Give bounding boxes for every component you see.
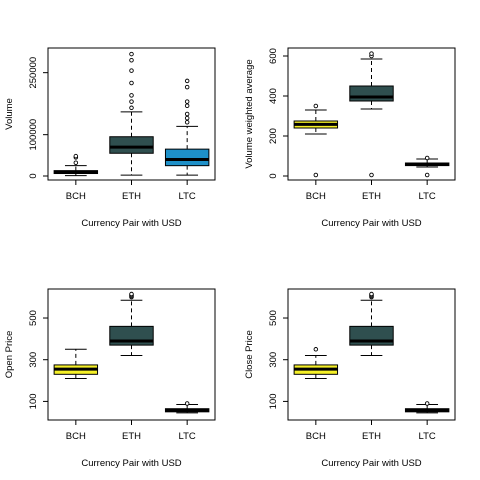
- box-ltc: [164, 78, 210, 176]
- outlier-point: [129, 58, 134, 63]
- outlier-point: [313, 347, 319, 352]
- outlier-point: [184, 120, 190, 125]
- y-tick-label: 500: [268, 310, 279, 326]
- chart-panel: 0 100000 250000 BCH ETH LTC Currency Pair with…: [4, 47, 216, 229]
- outlier-point: [424, 155, 430, 161]
- box-eth: [349, 51, 394, 178]
- x-tick-label: ETH: [362, 431, 381, 442]
- y-axis-title: Volume: [4, 98, 15, 130]
- outlier-point: [129, 105, 134, 111]
- outlier-point: [73, 153, 79, 159]
- y-axis-title: Open Price: [4, 331, 15, 379]
- y-tick-label: 200: [268, 128, 279, 144]
- x-tick-label: BCH: [66, 191, 86, 202]
- y-tick-label: 600: [268, 48, 279, 64]
- x-tick-label: LTC: [419, 431, 436, 442]
- box-bch: [293, 103, 339, 178]
- outlier-point: [424, 172, 430, 178]
- iqr-box: [164, 148, 210, 167]
- y-tick-label: 0: [268, 173, 279, 178]
- outlier-point: [129, 291, 134, 297]
- outlier-point: [313, 172, 319, 178]
- box-bch: [53, 348, 99, 379]
- x-tick-label: LTC: [419, 191, 436, 202]
- outlier-point: [424, 401, 430, 406]
- outlier-point: [129, 99, 134, 104]
- outlier-point: [73, 160, 79, 166]
- outlier-point: [129, 51, 134, 57]
- y-tick-label: 400: [268, 88, 279, 104]
- outlier-point: [184, 401, 190, 406]
- box-ltc: [404, 401, 450, 414]
- x-axis-title: Currency Pair with USD: [321, 458, 421, 469]
- x-tick-label: LTC: [179, 191, 196, 202]
- x-axis-title: Currency Pair with USD: [81, 458, 181, 469]
- y-axis-title: Volume weighted average: [244, 59, 255, 168]
- y-tick-label: 500: [28, 310, 39, 326]
- y-tick-label: 100: [268, 393, 279, 409]
- x-tick-label: BCH: [306, 191, 326, 202]
- outlier-point: [129, 80, 134, 86]
- box-bch: [53, 153, 99, 177]
- iqr-box: [109, 136, 154, 154]
- chart-panel: 0 200 400 600 BCH ETH LTC Currency Pair with US…: [244, 47, 456, 229]
- y-tick-label: 250000: [28, 57, 39, 89]
- outlier-point: [184, 84, 190, 90]
- box-eth: [109, 51, 154, 176]
- x-tick-label: LTC: [179, 431, 196, 442]
- y-tick-label: 100000: [28, 119, 39, 151]
- outlier-point: [129, 93, 134, 98]
- outlier-point: [184, 99, 190, 104]
- outlier-point: [184, 115, 190, 121]
- y-tick-label: 300: [268, 352, 279, 368]
- outlier-point: [313, 103, 319, 109]
- outlier-point: [184, 103, 190, 108]
- chart-panel: 100 300 500 BCH ETH LTC Currency Pair with USD…: [244, 288, 456, 469]
- outlier-point: [369, 51, 374, 56]
- y-axis-title: Close Price: [244, 330, 255, 379]
- box-eth: [349, 291, 394, 357]
- plot-frame: [287, 47, 456, 181]
- outlier-point: [369, 291, 374, 297]
- y-tick-label: 0: [28, 173, 39, 178]
- x-tick-label: ETH: [122, 191, 141, 202]
- x-tick-label: BCH: [66, 431, 86, 442]
- x-tick-label: ETH: [122, 431, 141, 442]
- box-ltc: [404, 155, 450, 178]
- x-axis-title: Currency Pair with USD: [81, 218, 181, 229]
- iqr-box: [349, 85, 394, 102]
- outlier-point: [129, 68, 134, 73]
- x-tick-label: BCH: [306, 431, 326, 442]
- y-tick-label: 100: [28, 393, 39, 409]
- outlier-point: [369, 172, 374, 178]
- x-tick-label: ETH: [362, 191, 381, 202]
- outlier-point: [184, 111, 190, 117]
- box-bch: [293, 347, 339, 379]
- box-eth: [109, 291, 154, 357]
- outlier-point: [184, 78, 190, 84]
- chart-panel: 100 300 500 BCH ETH LTC Currency Pair with USD…: [4, 288, 216, 469]
- x-axis-title: Currency Pair with USD: [321, 218, 421, 229]
- box-ltc: [164, 401, 210, 414]
- y-tick-label: 300: [28, 352, 39, 368]
